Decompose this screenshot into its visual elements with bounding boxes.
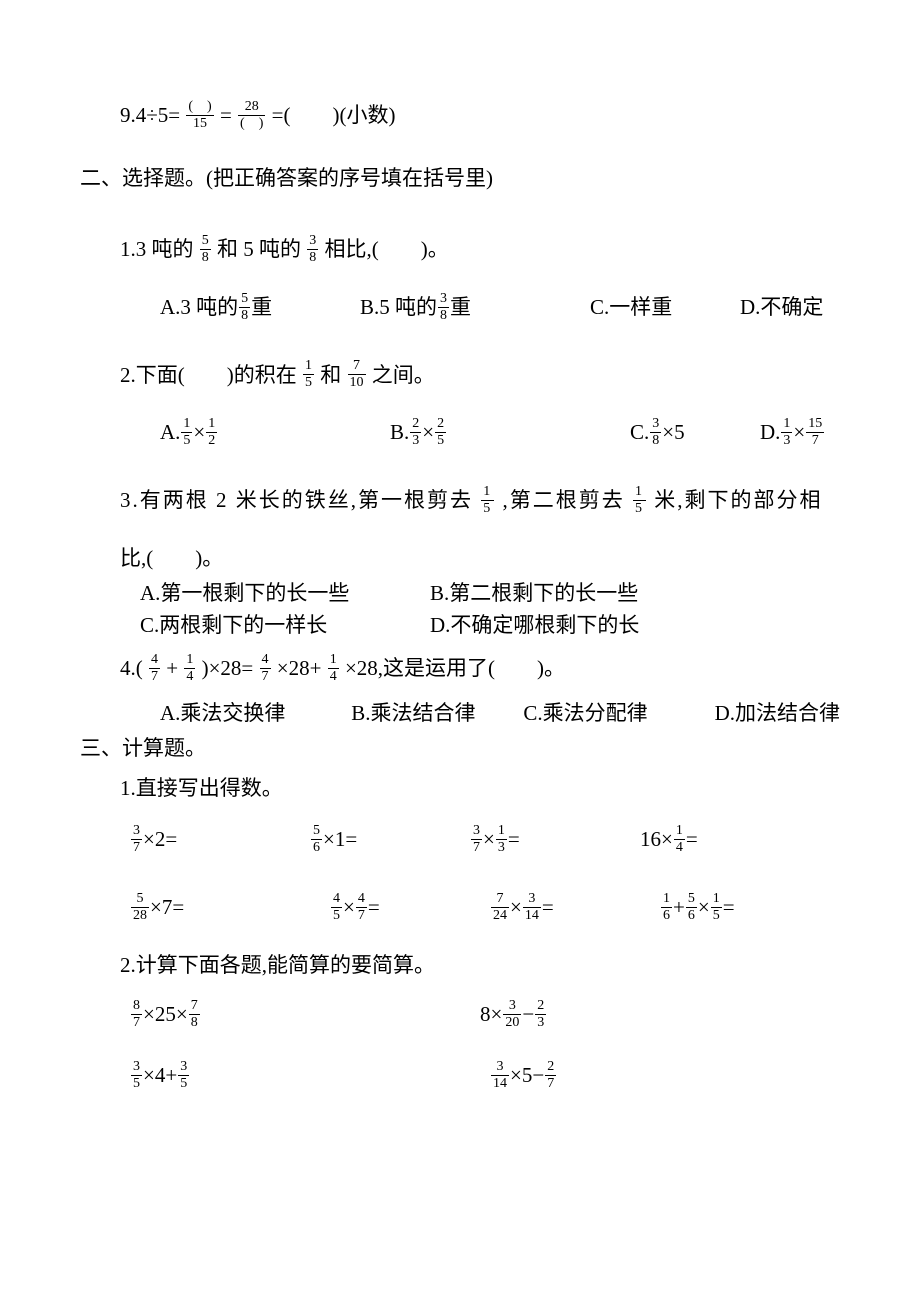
s3p1-r2-a: 528×7= <box>130 892 330 925</box>
s3p1-r1-c: 37×13= <box>470 824 640 857</box>
s2q4-options: A.乘法交换律 B.乘法结合律 C.乘法分配律 D.加法结合律 <box>160 698 840 730</box>
s2q2-optC: C.38×5 <box>630 417 760 450</box>
s3p1-title: 1.直接写出得数。 <box>120 773 840 805</box>
s2q1-optC: C.一样重 <box>590 292 740 325</box>
s2q2-options: A.15×12 B.23×25 C.38×5 D.13×157 <box>160 417 840 450</box>
s2q1-frac2: 38 <box>307 234 318 265</box>
s2q3-optB: B.第二根剩下的长一些 <box>430 578 638 610</box>
q9-prefix: 9.4÷5= <box>120 103 180 127</box>
s2q3-optA: A.第一根剩下的长一些 <box>140 578 430 610</box>
s2q1-frac1: 58 <box>200 234 211 265</box>
s2q2-stem: 2.下面( )的积在 15 和 710 之间。 <box>120 360 840 393</box>
q9-frac2: 28 ( ) <box>238 100 265 131</box>
s2q1-optD: D.不确定 <box>740 292 823 325</box>
s2q4-optB: B.乘法结合律 <box>351 698 523 730</box>
s2q1-options: A.3 吨的58重 B.5 吨的38重 C.一样重 D.不确定 <box>160 292 840 325</box>
s3p2-title: 2.计算下面各题,能简算的要简算。 <box>120 950 840 982</box>
section-3-title: 三、计算题。 <box>80 733 840 765</box>
s2q3-optC: C.两根剩下的一样长 <box>140 610 430 642</box>
s3p1-row2: 528×7= 45×47= 724×314= 16+56×15= <box>130 892 840 925</box>
s2q2-optB: B.23×25 <box>390 417 630 450</box>
s3p1-r1-b: 56×1= <box>310 824 470 857</box>
s3p1-r2-d: 16+56×15= <box>660 892 735 925</box>
s3p1-r2-c: 724×314= <box>490 892 660 925</box>
s2q3-optD: D.不确定哪根剩下的长 <box>430 610 639 642</box>
s2q4-optD: D.加法结合律 <box>715 698 840 730</box>
s2q1-optA: A.3 吨的58重 <box>160 292 360 325</box>
section-2-title: 二、选择题。(把正确答案的序号填在括号里) <box>80 163 840 195</box>
q9-frac1: ( ) 15 <box>186 100 213 131</box>
s3p2-row2: 35×4+35 314×5−27 <box>130 1060 840 1093</box>
s2q4-stem: 4.( 47 + 14 )×28= 47 ×28+ 14 ×28,这是运用了( … <box>120 653 840 686</box>
q9-eq: = <box>220 103 232 127</box>
s2q3-options: A.第一根剩下的长一些 B.第二根剩下的长一些 C.两根剩下的一样长 D.不确定… <box>140 578 840 641</box>
s3p2-r1-b: 8×320−23 <box>480 999 547 1032</box>
s3p2-r1-a: 87×25×78 <box>130 999 480 1032</box>
s2q3-stem-line2: 比,( )。 <box>120 543 840 575</box>
s3p2-row1: 87×25×78 8×320−23 <box>130 999 840 1032</box>
s2q2-optD: D.13×157 <box>760 417 825 450</box>
s3p1-row1: 37×2= 56×1= 37×13= 16×14= <box>130 824 840 857</box>
s2q4-optA: A.乘法交换律 <box>160 698 351 730</box>
s3p1-r1-a: 37×2= <box>130 824 310 857</box>
s2q1-optB: B.5 吨的38重 <box>360 292 590 325</box>
s3p2-r2-a: 35×4+35 <box>130 1060 490 1093</box>
s3p2-r2-b: 314×5−27 <box>490 1060 557 1093</box>
s2q1-stem: 1.3 吨的 58 和 5 吨的 38 相比,( )。 <box>120 234 840 267</box>
question-9: 9.4÷5= ( ) 15 = 28 ( ) =( )(小数) <box>120 100 840 133</box>
s3p1-r1-d: 16×14= <box>640 824 698 857</box>
q9-suffix: =( )(小数) <box>272 103 396 127</box>
s2q3-stem-line1: 3.有两根 2 米长的铁丝,第一根剪去 15 ,第二根剪去 15 米,剩下的部分… <box>120 485 840 518</box>
s3p1-r2-b: 45×47= <box>330 892 490 925</box>
s2q2-optA: A.15×12 <box>160 417 390 450</box>
s2q4-optC: C.乘法分配律 <box>523 698 714 730</box>
